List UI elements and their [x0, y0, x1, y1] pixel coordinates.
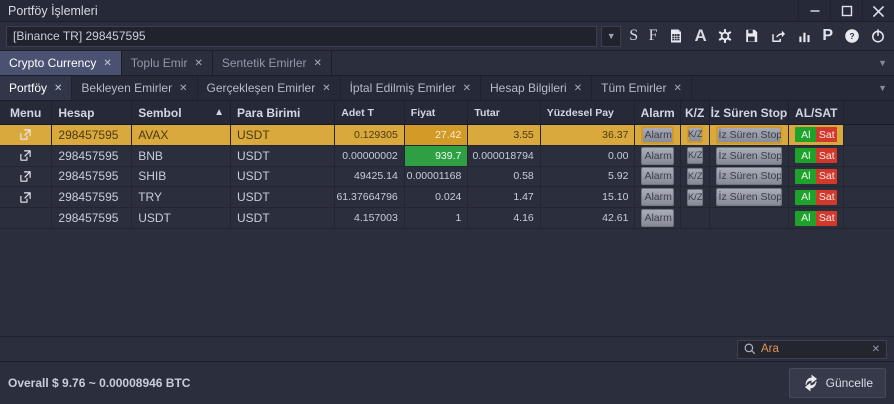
svg-text:?: ? [849, 32, 854, 41]
